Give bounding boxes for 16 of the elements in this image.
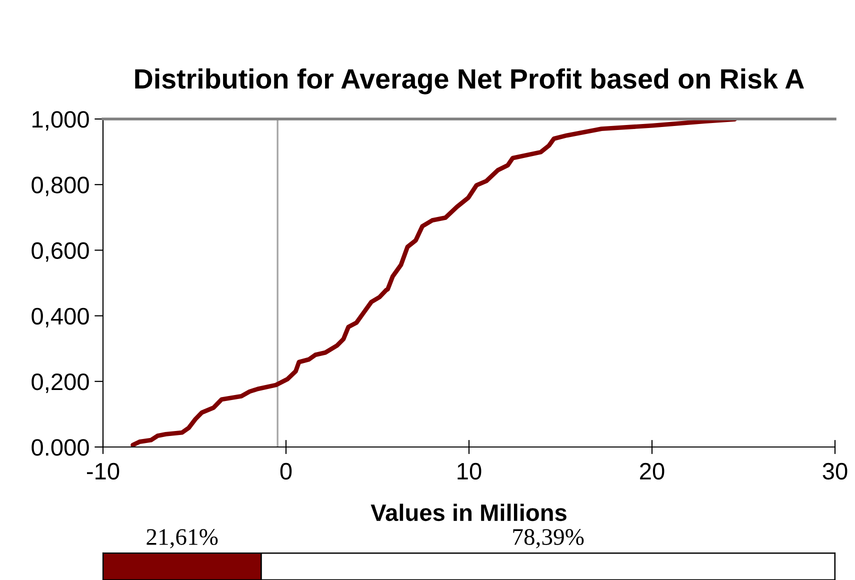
y-tick-label: 0.000 [32,439,89,456]
y-tick-label: 1,000 [32,111,89,131]
x-axis-title: Values in Millions [370,504,566,522]
y-tick-label: 0,800 [32,176,89,196]
line-series [130,119,737,447]
x-tick-label: 20 [640,462,664,480]
data-label: 78,39% [513,529,584,548]
x-tick-label: 0 [280,462,292,480]
y-tick-label: 0,400 [32,308,89,328]
data-label: 21,61% [146,529,218,548]
x-tick-label: -10 [86,462,120,480]
chart-title: Distribution for Average Net Profit based on Risk A [135,68,804,94]
x-tick-label: 10 [458,462,482,480]
y-tick-label: 0,600 [32,242,89,262]
y-tick-label: 0,200 [32,373,89,393]
x-tick-label: 30 [822,462,848,480]
